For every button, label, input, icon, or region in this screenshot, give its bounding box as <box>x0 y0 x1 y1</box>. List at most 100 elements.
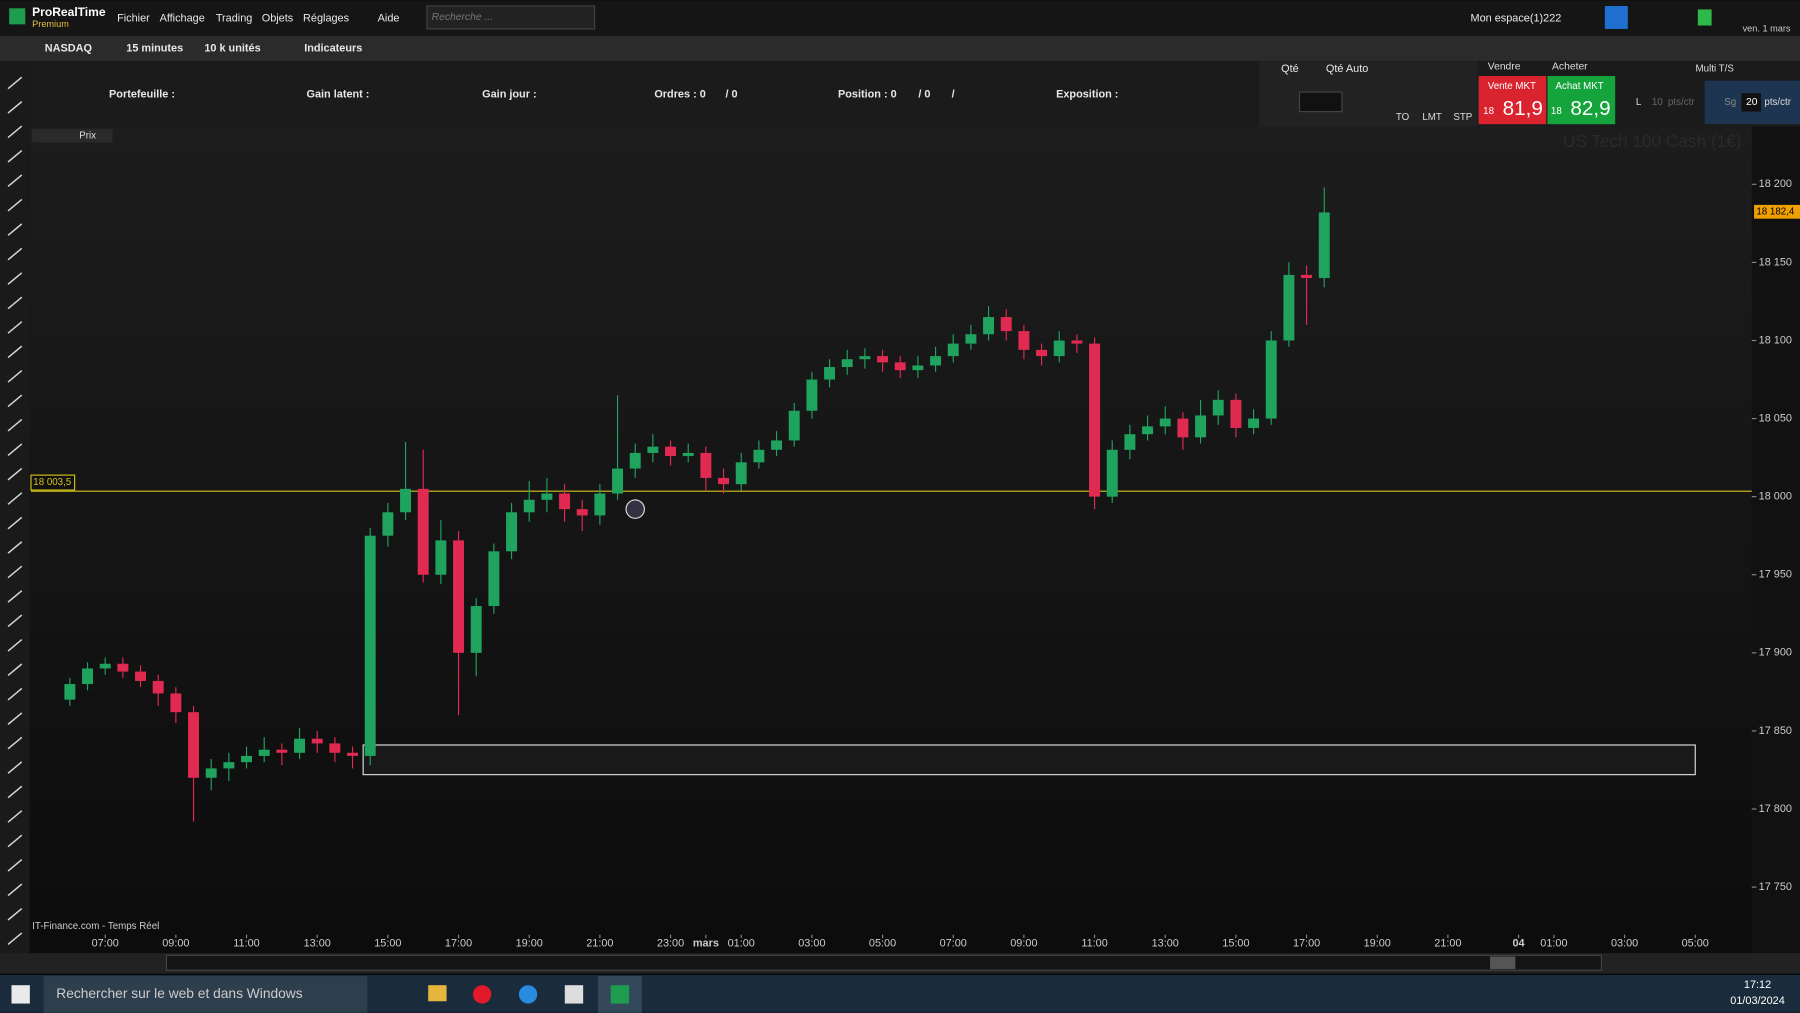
sound-button[interactable] <box>1604 5 1628 29</box>
menu-item[interactable]: Fichier <box>117 12 150 24</box>
info-label: Position : 0 <box>838 88 897 100</box>
x-tick-label: 13:00 <box>304 938 331 950</box>
period-select[interactable]: 15 minutes <box>126 42 183 54</box>
candle-body <box>930 356 942 366</box>
workspace[interactable]: Mon espace(1)222 <box>1471 12 1562 24</box>
scroll-thumb[interactable] <box>1490 956 1516 970</box>
market-select[interactable]: NASDAQ <box>45 42 93 54</box>
candle-body <box>117 663 129 672</box>
candle-body <box>824 367 836 380</box>
units-select[interactable]: 10 k unités <box>204 42 260 54</box>
scrollbar[interactable] <box>165 954 1602 971</box>
qty-input[interactable] <box>1298 91 1343 113</box>
buy-mkt: Achat MKT <box>1555 81 1603 92</box>
toolbar <box>0 35 1800 62</box>
l-value[interactable]: 10 <box>1652 97 1663 108</box>
multi-ts[interactable]: Multi T/S <box>1696 64 1735 75</box>
tool-icon <box>7 785 23 799</box>
tool-icon <box>7 859 23 872</box>
menu-item[interactable]: Affichage <box>160 12 205 24</box>
y-tick-label: 17 750 <box>1759 881 1792 893</box>
candle-body <box>665 446 677 457</box>
tool-icon <box>7 247 23 261</box>
buy-label: Acheter <box>1552 62 1588 73</box>
order-type[interactable]: LMT <box>1422 112 1442 123</box>
store-icon[interactable] <box>564 985 584 1004</box>
y-tick-label: 17 800 <box>1759 803 1792 815</box>
candle-body <box>1301 274 1313 279</box>
x-tick-label: 15:00 <box>374 938 401 950</box>
qty-label: Qté <box>1281 63 1299 75</box>
x-tick-label: 11:00 <box>1081 938 1107 950</box>
x-tick-label: 19:00 <box>516 938 543 950</box>
candle-body <box>700 452 712 478</box>
candle-body <box>347 752 359 756</box>
opera-icon[interactable] <box>472 985 492 1004</box>
qty-auto[interactable]: Qté Auto <box>1326 63 1368 75</box>
menu-item[interactable]: Trading <box>216 12 253 24</box>
explorer-icon[interactable] <box>428 985 447 1002</box>
price-axis <box>1751 126 1800 954</box>
menu-item[interactable]: Réglages <box>303 12 350 24</box>
search-box[interactable] <box>426 5 596 30</box>
x-tick-label: 01:00 <box>1540 938 1567 950</box>
order-type[interactable]: STP <box>1453 112 1472 123</box>
candle-body <box>470 605 482 653</box>
indicators-button[interactable]: Indicateurs <box>304 42 362 54</box>
bid-price: 81,9 <box>1503 97 1543 120</box>
x-tick-label: 01:00 <box>728 938 755 950</box>
order-type[interactable]: TO <box>1396 112 1410 123</box>
candle-body <box>400 488 412 513</box>
hline-label: 18 003,5 <box>33 477 72 488</box>
tool-icon <box>7 345 23 359</box>
candle-body <box>329 743 341 753</box>
candle-body <box>1071 340 1083 344</box>
l-unit: pts/ctr <box>1668 97 1695 108</box>
candle-body <box>152 680 164 694</box>
taskbar-search[interactable] <box>43 976 368 1013</box>
candle-body <box>576 509 588 516</box>
x-tick-label: 09:00 <box>162 938 189 950</box>
start-button[interactable] <box>11 985 30 1004</box>
app-edition: Premium <box>32 19 69 29</box>
candle-body <box>612 468 624 494</box>
candle-body <box>170 693 182 713</box>
x-tick-label: 09:00 <box>1010 938 1037 950</box>
title-bar <box>0 0 1800 36</box>
order-panel <box>1259 61 1478 127</box>
edge-icon[interactable] <box>518 985 538 1004</box>
clock-date: 01/03/2024 <box>1730 995 1785 1007</box>
menu-item[interactable]: Objets <box>262 12 294 24</box>
candle-body <box>788 410 800 441</box>
candle-body <box>559 493 571 510</box>
tool-icon <box>7 932 23 946</box>
candle-body <box>965 334 977 344</box>
candle-body <box>1230 399 1242 428</box>
candle-body <box>1248 418 1260 428</box>
tool-icon <box>7 516 23 530</box>
candle-body <box>523 499 535 513</box>
sg-input[interactable] <box>1741 93 1761 112</box>
x-tick-label: 03:00 <box>798 938 825 950</box>
ask-prefix: 18 <box>1551 106 1562 117</box>
candle-body <box>1177 418 1189 438</box>
tool-icon <box>7 761 23 774</box>
sell-button[interactable] <box>1478 76 1547 125</box>
buy-button[interactable] <box>1547 76 1616 125</box>
candle-body <box>1018 331 1030 350</box>
tool-icon <box>7 76 23 90</box>
info-label: / 0 <box>918 88 930 100</box>
tool-icon <box>7 810 23 823</box>
tool-icon <box>7 394 23 408</box>
x-tick-label: 07:00 <box>940 938 967 950</box>
candle-body <box>1036 349 1048 357</box>
candle-body <box>594 493 606 516</box>
candle-body <box>859 356 871 360</box>
menu-item[interactable]: Aide <box>378 12 400 24</box>
tool-icon <box>7 663 23 677</box>
clock-time: 17:12 <box>1744 979 1771 991</box>
tool-icon <box>7 590 23 603</box>
candle-body <box>735 462 747 485</box>
candle-body <box>1212 399 1224 416</box>
candle-body <box>771 440 783 450</box>
